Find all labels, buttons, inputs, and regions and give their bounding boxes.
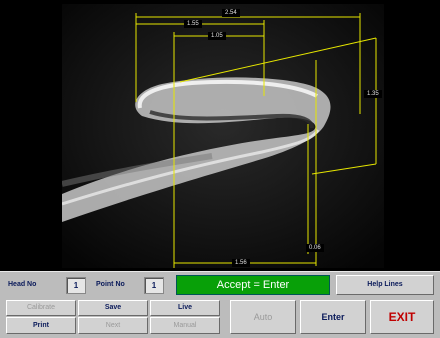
manual-button[interactable]: Manual bbox=[150, 317, 220, 334]
calibrate-button[interactable]: Calibrate bbox=[6, 300, 76, 316]
bottom-toolbar: Calibrate Save Live Print Next Manual Au… bbox=[0, 298, 440, 338]
point-no-field[interactable]: 1 bbox=[144, 277, 164, 294]
print-button[interactable]: Print bbox=[6, 317, 76, 334]
dimension-label: 1.35 bbox=[364, 90, 382, 98]
dimension-label: 1.56 bbox=[232, 259, 250, 267]
accept-enter-banner: Accept = Enter bbox=[176, 275, 330, 295]
dimension-label: 1.05 bbox=[208, 32, 226, 40]
live-button[interactable]: Live bbox=[150, 300, 220, 316]
next-button[interactable]: Next bbox=[78, 317, 148, 334]
dimension-label: 2.54 bbox=[222, 9, 240, 17]
camera-image bbox=[62, 4, 384, 268]
head-no-label: Head No bbox=[8, 281, 37, 288]
exit-button[interactable]: EXIT bbox=[370, 300, 434, 334]
enter-button[interactable]: Enter bbox=[300, 300, 366, 334]
dimension-label: 1.55 bbox=[184, 20, 202, 28]
status-bar: Head No 1 Point No 1 Accept = Enter Help… bbox=[0, 271, 440, 298]
save-button[interactable]: Save bbox=[78, 300, 148, 316]
auto-button[interactable]: Auto bbox=[230, 300, 296, 334]
head-no-field[interactable]: 1 bbox=[66, 277, 86, 294]
point-no-label: Point No bbox=[96, 281, 125, 288]
help-lines-button[interactable]: Help Lines bbox=[336, 275, 434, 295]
image-viewer: 2.54 1.55 1.05 1.35 1.56 0.06 bbox=[62, 4, 384, 268]
dimension-label: 0.06 bbox=[306, 244, 324, 252]
